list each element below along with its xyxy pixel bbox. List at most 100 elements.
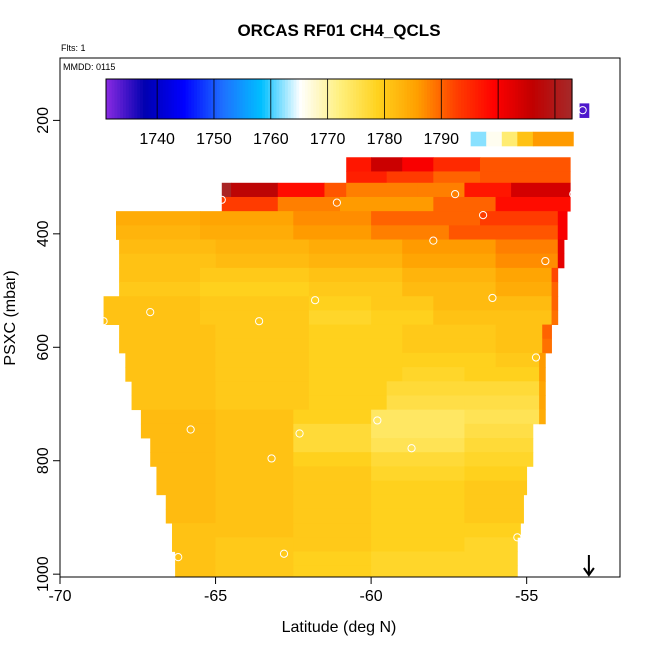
heatmap-cell bbox=[293, 452, 372, 467]
heatmap-cell bbox=[464, 537, 518, 552]
heatmap-cell bbox=[150, 438, 216, 453]
heatmap-cell bbox=[464, 494, 524, 510]
heatmap-cell bbox=[215, 523, 294, 538]
colorbar-swatch bbox=[492, 79, 496, 119]
heatmap-cell bbox=[464, 523, 521, 538]
heatmap-cell bbox=[308, 352, 403, 368]
colorbar-swatch bbox=[526, 79, 530, 119]
heatmap-cell bbox=[371, 565, 465, 578]
heatmap-cell bbox=[371, 157, 403, 172]
heatmap-cell bbox=[308, 282, 403, 297]
heatmap-cell bbox=[215, 508, 294, 524]
heatmap-cell bbox=[402, 239, 496, 255]
colorbar-swatch bbox=[125, 79, 130, 119]
colorbar-tick-label: 1780 bbox=[367, 131, 403, 148]
colorbar-swatch bbox=[418, 79, 422, 119]
heatmap-cell bbox=[386, 171, 434, 184]
colorbar-swatch bbox=[478, 79, 482, 119]
x-tick-label: -60 bbox=[360, 588, 383, 605]
heatmap-cell bbox=[371, 494, 465, 510]
heatmap-cell bbox=[433, 296, 552, 311]
heatmap-cell bbox=[551, 267, 559, 283]
colorbar-swatch bbox=[162, 79, 167, 119]
heatmap-cell bbox=[308, 367, 403, 382]
colorbar-swatch bbox=[151, 79, 155, 119]
colorbar-swatch bbox=[117, 79, 121, 119]
colorbar-swatch bbox=[461, 79, 465, 119]
colorbar-swatch bbox=[208, 79, 212, 119]
colorbar-swatch bbox=[367, 79, 371, 119]
colorbar-swatch bbox=[370, 79, 374, 119]
heatmap-cell bbox=[131, 395, 216, 411]
colorbar-swatch bbox=[537, 79, 542, 119]
data-marker bbox=[479, 211, 488, 220]
colorbar-swatch bbox=[233, 79, 238, 119]
heatmap-cell bbox=[517, 131, 534, 147]
colorbar-swatch bbox=[128, 79, 133, 119]
heatmap-cell bbox=[402, 282, 496, 297]
heatmap-cell bbox=[539, 381, 546, 396]
colorbar-swatch bbox=[282, 79, 286, 119]
colorbar-swatch bbox=[134, 79, 138, 119]
heatmap-cell bbox=[539, 352, 546, 368]
heatmap-cell bbox=[293, 409, 372, 425]
heatmap-cell bbox=[511, 182, 571, 198]
data-marker bbox=[217, 195, 226, 204]
colorbar-swatch bbox=[148, 79, 153, 119]
heatmap-cell bbox=[464, 508, 524, 524]
heatmap-cell bbox=[215, 537, 294, 552]
heatmap-cell bbox=[495, 282, 552, 297]
heatmap-cell bbox=[532, 131, 574, 147]
heatmap-cells bbox=[103, 103, 590, 578]
colorbar-swatch bbox=[213, 79, 218, 119]
heatmap-cell bbox=[125, 367, 216, 382]
colorbar-swatch bbox=[552, 79, 556, 119]
colorbar-swatch bbox=[293, 79, 297, 119]
colorbar-swatch bbox=[412, 79, 417, 119]
colorbar-swatch bbox=[248, 79, 252, 119]
colorbar-swatch bbox=[199, 79, 204, 119]
colorbar-swatch bbox=[188, 79, 192, 119]
heatmap-cell bbox=[480, 171, 571, 184]
plot-frame bbox=[59, 57, 621, 578]
heatmap-cell bbox=[200, 296, 310, 311]
colorbar-swatch bbox=[327, 79, 332, 119]
colorbar-swatch bbox=[106, 79, 110, 119]
heatmap-cell bbox=[371, 551, 465, 567]
heatmap-cell bbox=[156, 480, 216, 496]
y-axis: 200 400 600 800 1000 bbox=[35, 107, 60, 592]
colorbar-tick-label: 1750 bbox=[196, 131, 232, 148]
heatmap-cell bbox=[480, 211, 559, 226]
heatmap-cell bbox=[215, 381, 310, 396]
colorbar-swatch bbox=[256, 79, 261, 119]
heatmap-cell bbox=[200, 267, 310, 283]
heatmap-cell bbox=[402, 253, 496, 269]
colorbar-tick-label: 1770 bbox=[310, 131, 346, 148]
heatmap-cell bbox=[557, 253, 565, 269]
data-marker bbox=[451, 190, 460, 199]
data-marker bbox=[99, 317, 108, 326]
heatmap-cell bbox=[371, 508, 465, 524]
colorbar-swatch bbox=[319, 79, 323, 119]
heatmap-cell bbox=[464, 409, 540, 425]
heatmap-cell bbox=[371, 310, 434, 325]
colorbar-swatch bbox=[194, 79, 198, 119]
heatmap-cell bbox=[480, 157, 571, 172]
colorbar-swatch bbox=[114, 79, 118, 119]
colorbar-swatch bbox=[353, 79, 357, 119]
data-marker bbox=[373, 416, 382, 425]
colorbar-swatch bbox=[142, 79, 147, 119]
colorbar-swatch bbox=[441, 79, 445, 119]
colorbar-swatch bbox=[302, 79, 306, 119]
heatmap-cell bbox=[464, 480, 528, 496]
heatmap-cell bbox=[464, 381, 540, 396]
colorbar-swatch bbox=[333, 79, 337, 119]
colorbar-swatch bbox=[518, 79, 522, 119]
heatmap-cell bbox=[464, 423, 534, 439]
heatmap-cell bbox=[371, 537, 465, 552]
colorbar-swatch bbox=[554, 79, 559, 119]
flights-note: Flts: 1 bbox=[61, 43, 86, 53]
colorbar-swatch bbox=[159, 79, 164, 119]
x-tick-label: -65 bbox=[204, 588, 227, 605]
